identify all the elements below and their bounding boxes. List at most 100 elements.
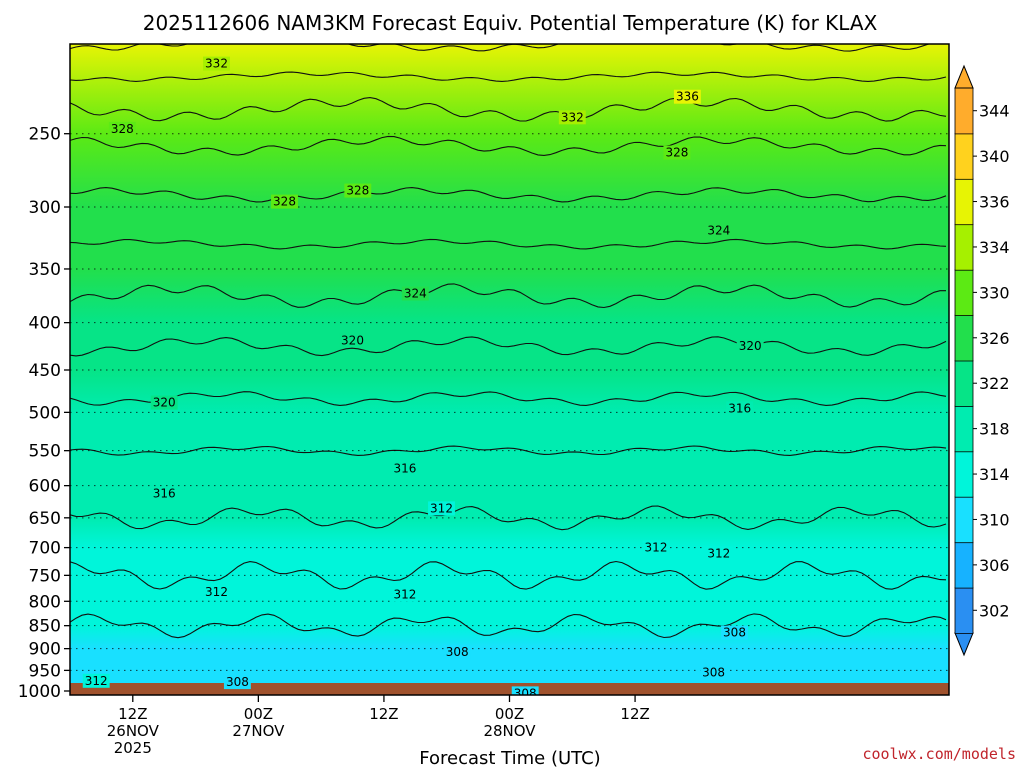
y-tick-label-750: 750 [29, 566, 61, 586]
x-tick-label: 00Z [495, 705, 524, 723]
contour-label-308: 308 [723, 626, 746, 640]
contour-label-bg [700, 665, 728, 680]
colorbar-label: 340 [979, 147, 1010, 166]
x-tick-label: 26NOV [107, 722, 160, 740]
contour-label-328: 328 [665, 146, 688, 160]
x-tick-label: 2025 [114, 739, 152, 757]
contour-line-332 [70, 71, 947, 82]
contour-label-bg [203, 585, 230, 600]
colorbar-label: 310 [979, 511, 1010, 530]
contour-label-bg [443, 644, 471, 659]
contour-line-314 [70, 505, 947, 531]
contour-label-324: 324 [404, 287, 427, 301]
contour-label-320: 320 [739, 339, 762, 353]
x-tick-label: 27NOV [232, 722, 285, 740]
contour-label-308: 308 [702, 666, 725, 680]
contour-line-324 [70, 238, 947, 250]
contour-label-bg [401, 286, 429, 301]
contour-label-bg [428, 501, 455, 516]
colorbar-label: 318 [979, 420, 1010, 439]
y-tick-label-950: 950 [29, 661, 61, 681]
contour-label-bg [339, 333, 366, 348]
contour-label-bg [726, 401, 754, 416]
contour-line-316 [70, 445, 947, 456]
contour-label-bg [223, 675, 251, 690]
contour-label-332: 332 [561, 110, 584, 124]
colorbar-swatch [954, 178, 974, 226]
colorbar-swatch [954, 87, 974, 135]
y-tick-label-250: 250 [29, 125, 61, 145]
colorbar-label: 344 [979, 102, 1010, 121]
ground-surface [70, 683, 949, 695]
contour-label-332: 332 [205, 57, 228, 71]
theta-e-field [70, 44, 949, 695]
contour-label-bg [203, 56, 230, 71]
contour-label-bg [271, 194, 298, 209]
x-axis-title: Forecast Time (UTC) [419, 748, 600, 768]
colorbar-swatch [954, 587, 974, 634]
x-tick-label: 12Z [620, 705, 649, 723]
contour-label-324: 324 [707, 223, 730, 237]
contour-line-334 [70, 44, 931, 52]
y-tick-label-900: 900 [29, 640, 61, 660]
contour-label-bg [663, 145, 691, 160]
contour-label-312: 312 [645, 541, 668, 555]
contour-label-bg [391, 587, 419, 602]
contour-label-bg [721, 625, 748, 640]
y-tick-label-650: 650 [29, 509, 61, 529]
colorbar-swatch [954, 360, 974, 407]
contour-label-316: 316 [153, 487, 176, 501]
colorbar-label: 322 [979, 374, 1010, 393]
y-tick-label-800: 800 [29, 592, 61, 612]
contour-label-bg [150, 486, 178, 501]
contour-label-312: 312 [85, 674, 108, 688]
colorbar-swatch [954, 405, 974, 453]
contour-label-bg [558, 110, 586, 125]
y-tick-label-450: 450 [29, 361, 61, 381]
y-tick-label-600: 600 [29, 477, 61, 497]
contour-label-308: 308 [226, 675, 249, 689]
contour-label-328: 328 [273, 195, 296, 209]
contour-lines [70, 44, 947, 639]
colorbar-swatch [954, 496, 974, 544]
contour-line-318 [70, 391, 947, 406]
colorbar-upper-extend [954, 64, 974, 89]
y-tick-label-550: 550 [29, 442, 61, 462]
contour-label-bg [108, 121, 136, 136]
contour-label-bg [642, 540, 670, 555]
contour-label-bg [705, 223, 733, 238]
colorbar-label: 334 [979, 238, 1010, 257]
contour-label-316: 316 [393, 462, 416, 476]
colorbar-swatch [954, 541, 974, 589]
pressure-axis: 250 300 350 400 450 500 550 600 650 700 750 800 850 9… [18, 125, 70, 702]
colorbar-swatch [954, 450, 974, 498]
contour-label-312: 312 [707, 546, 730, 560]
colorbar-label: 330 [979, 283, 1010, 302]
colorbar-lower-extend [954, 632, 974, 657]
contour-label-328: 328 [111, 122, 134, 136]
chart-title: 2025112606 NAM3KM Forecast Equiv. Potent… [143, 11, 878, 35]
contour-label-320: 320 [341, 333, 364, 347]
contour-label-316: 316 [728, 401, 751, 415]
credit-text: coolwx.com/models [862, 745, 1016, 763]
contour-label-bg [673, 89, 701, 104]
y-tick-label-350: 350 [29, 260, 61, 280]
contour-label-312: 312 [430, 501, 453, 515]
x-tick-label: 00Z [244, 705, 273, 723]
contour-line-320 [70, 336, 947, 357]
colorbar-swatch [954, 223, 974, 271]
contour-label-308: 308 [514, 686, 537, 700]
y-tick-label-850: 850 [29, 617, 61, 637]
contour-labels: 332 336 332 328 328 328 328 324 324 320 320 320 316 3… [82, 56, 764, 700]
contour-label-bg [82, 673, 110, 688]
contour-label-308: 308 [446, 645, 469, 659]
contour-label-bg [391, 461, 419, 476]
colorbar-label: 306 [979, 556, 1010, 575]
y-tick-label-300: 300 [29, 198, 61, 218]
contour-line-312 [70, 560, 947, 590]
contour-line-322 [70, 283, 946, 309]
contour-line-328 [70, 135, 947, 156]
colorbar-label: 314 [979, 465, 1010, 484]
contour-label-320: 320 [153, 396, 176, 410]
